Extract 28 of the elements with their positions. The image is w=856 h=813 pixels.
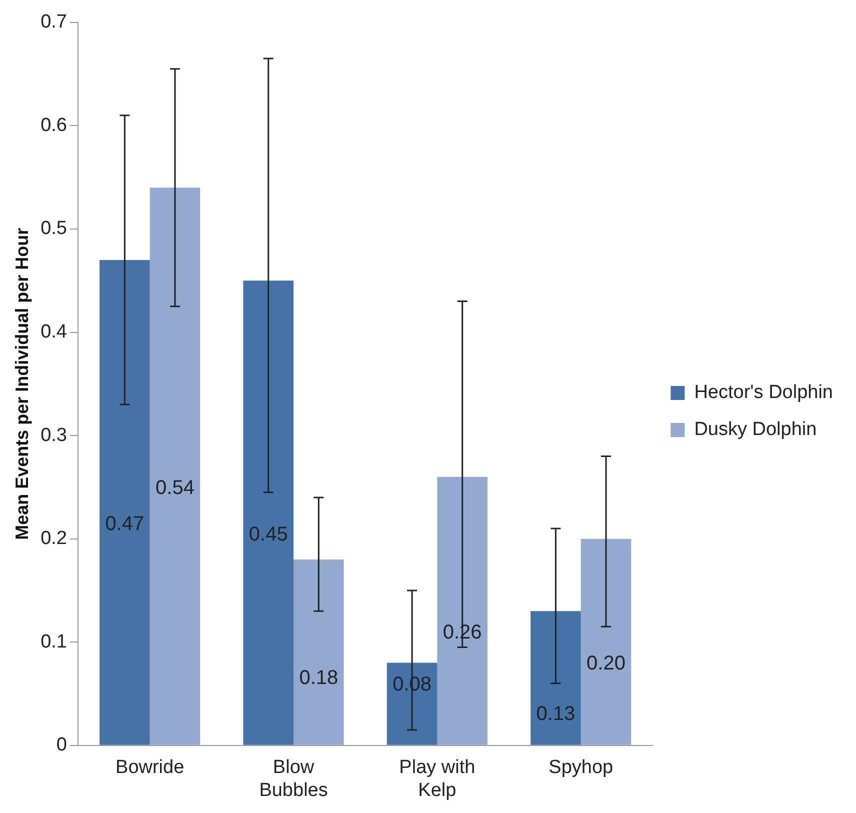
data-label: 0.45	[248, 524, 288, 546]
bar	[530, 611, 581, 745]
y-tick-label: 0.6	[40, 114, 68, 136]
legend-label: Dusky Dolphin	[694, 419, 817, 440]
y-tick-label: 0.4	[40, 321, 68, 342]
data-label: 0.18	[299, 666, 338, 689]
y-tick-label: 0.1	[40, 631, 68, 652]
y-tick-label: 0.2	[40, 528, 68, 550]
data-label: 0.13	[536, 702, 576, 725]
y-tick-label: 0.5	[40, 218, 68, 240]
x-tick-label: Bowride	[116, 757, 184, 778]
bar	[100, 260, 150, 745]
bar	[580, 538, 632, 745]
y-axis-title: Mean Events per Individual per Hour	[12, 228, 32, 540]
x-tick-label: Blow Bubbles	[259, 757, 328, 801]
data-label: 0.54	[156, 477, 194, 500]
y-tick-label: 0.3	[40, 424, 68, 446]
x-tick-label: Spyhop	[548, 757, 614, 778]
bar	[243, 280, 294, 745]
y-tick-label: 0.7	[40, 12, 68, 33]
bar	[294, 559, 344, 745]
bar	[437, 476, 488, 745]
legend-label: Hector's Dolphin	[694, 382, 834, 404]
bar	[150, 188, 200, 745]
data-label: 0.47	[105, 513, 144, 536]
data-label: 0.20	[586, 652, 626, 675]
y-tick-label: 0	[56, 734, 68, 756]
x-tick-label: Play with Kelp	[399, 757, 476, 801]
